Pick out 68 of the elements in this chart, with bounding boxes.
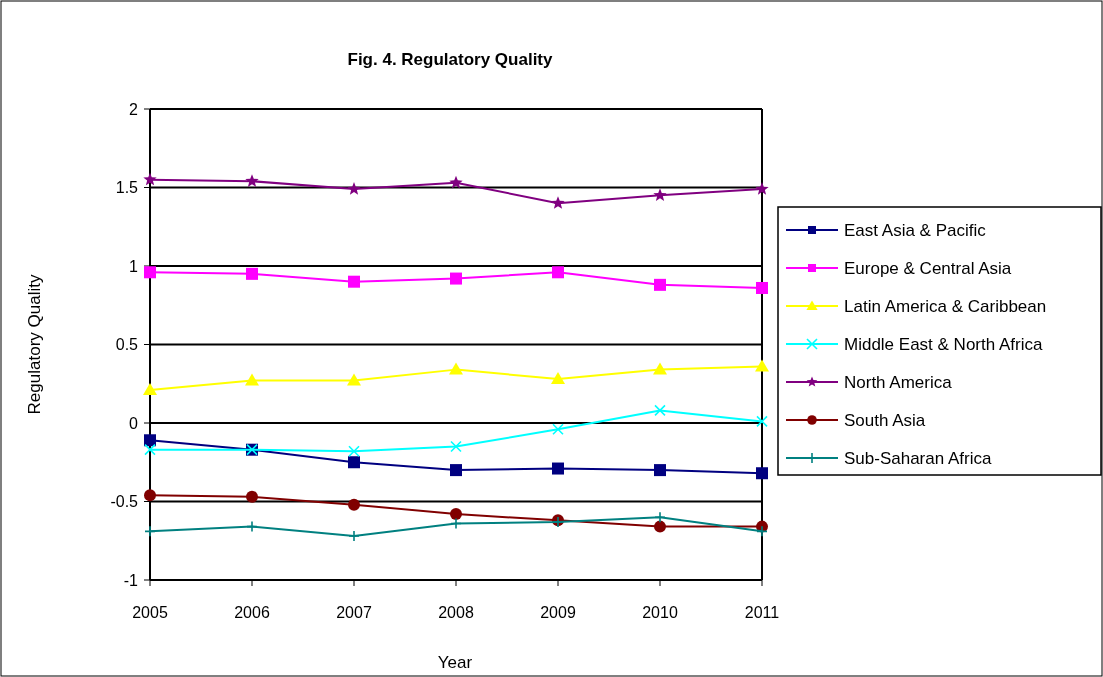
point <box>143 172 157 186</box>
point <box>653 362 667 375</box>
point <box>144 489 156 502</box>
point <box>450 272 462 285</box>
y-tick-label: -1 <box>123 571 139 589</box>
legend-label: Middle East & North Africa <box>844 334 1043 354</box>
x-tick-label: 2008 <box>438 604 474 621</box>
legend-label: East Asia & Pacific <box>844 220 987 240</box>
point <box>756 415 768 428</box>
y-tick-label: 0.5 <box>115 336 139 354</box>
point <box>653 188 667 202</box>
point <box>654 404 666 417</box>
legend-label: North America <box>844 372 953 392</box>
point <box>654 464 666 477</box>
point <box>449 362 463 375</box>
point <box>246 490 258 503</box>
point <box>551 372 565 384</box>
legend-label: Europe & Central Asia <box>844 258 1012 278</box>
point <box>450 517 462 530</box>
point <box>552 423 564 436</box>
point <box>755 182 769 195</box>
legend-label: South Asia <box>844 410 926 430</box>
point <box>756 281 768 294</box>
point <box>245 174 259 187</box>
point <box>144 443 156 456</box>
point <box>348 498 360 511</box>
point <box>552 266 564 279</box>
y-tick-label: -0.5 <box>110 493 139 511</box>
point <box>143 383 157 395</box>
x-tick-label: 2011 <box>744 604 780 621</box>
point <box>144 525 156 538</box>
x-axis-title: Year <box>437 653 473 672</box>
point <box>654 511 666 523</box>
point <box>245 373 259 386</box>
point <box>654 278 666 291</box>
point <box>450 464 462 477</box>
point <box>348 445 360 458</box>
point <box>450 440 462 453</box>
point <box>552 462 564 475</box>
point <box>551 196 565 209</box>
y-axis-title: Regulatory Quality <box>25 274 44 415</box>
point <box>450 508 462 521</box>
legend-label: Latin America & Caribbean <box>844 296 1047 316</box>
point <box>756 467 768 480</box>
point <box>348 530 360 542</box>
point <box>348 275 360 288</box>
x-tick-label: 2010 <box>642 604 678 621</box>
legend-label: Sub-Saharan Africa <box>844 448 992 468</box>
point <box>449 175 463 189</box>
x-tick-label: 2007 <box>336 604 372 621</box>
point <box>348 456 360 469</box>
x-tick-label: 2009 <box>540 604 576 621</box>
y-tick-label: 2 <box>129 100 139 118</box>
point <box>756 525 768 538</box>
chart-title: Fig. 4. Regulatory Quality <box>347 50 554 69</box>
point <box>347 373 361 386</box>
y-tick-label: 1 <box>129 257 139 275</box>
point <box>246 267 258 280</box>
x-tick-label: 2005 <box>132 604 168 621</box>
point <box>144 434 156 447</box>
point <box>347 182 361 195</box>
point <box>246 520 258 533</box>
point <box>755 359 769 372</box>
y-tick-label: 1.5 <box>115 179 139 197</box>
point <box>654 520 666 533</box>
y-tick-label: 0 <box>129 414 139 432</box>
x-tick-label: 2006 <box>234 604 270 621</box>
point <box>144 266 156 279</box>
